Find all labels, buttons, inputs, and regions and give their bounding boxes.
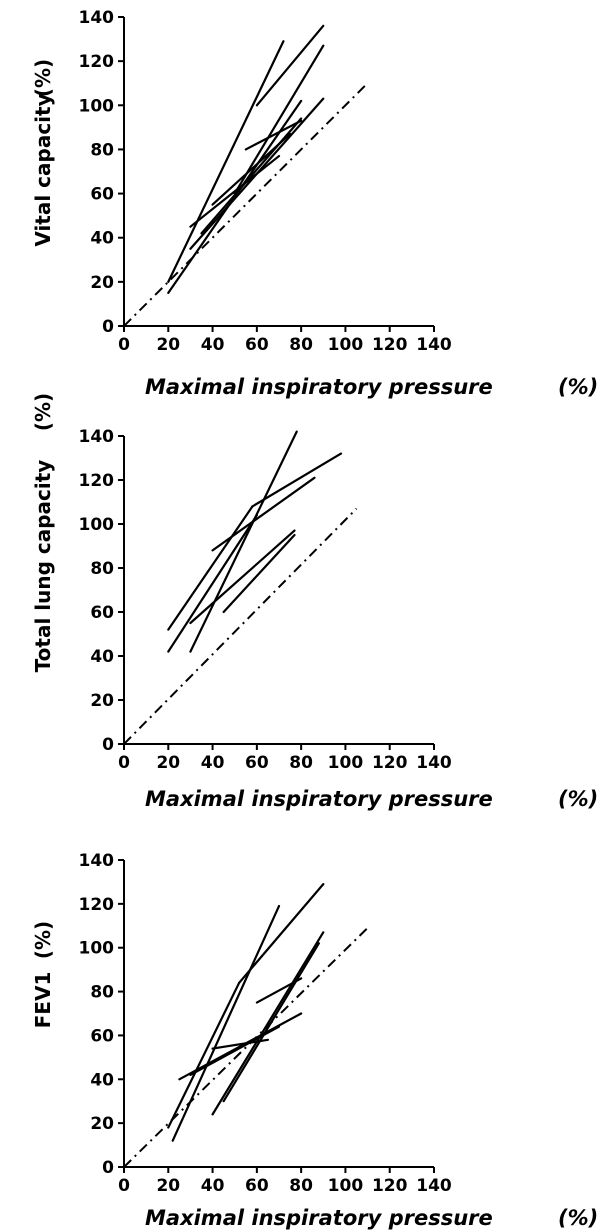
y-tick-label: 0: [102, 735, 114, 755]
x-axis-label: Maximal inspiratory pressure: [145, 375, 493, 399]
y-tick-label: 120: [79, 471, 115, 491]
x-tick-label: 60: [245, 1176, 269, 1196]
y-axis-unit: (%): [31, 921, 55, 959]
y-tick-label: 40: [90, 229, 114, 249]
x-tick-label: 140: [416, 753, 452, 773]
y-tick-label: 20: [90, 691, 114, 711]
x-tick-label: 40: [201, 753, 225, 773]
series-line: [189, 529, 296, 625]
x-axis-unit: (%): [558, 375, 598, 399]
series-line: [167, 99, 303, 294]
series-line: [244, 119, 303, 151]
y-tick-label: 60: [90, 1026, 114, 1046]
series-line: [255, 977, 303, 1004]
x-tick-label: 0: [118, 753, 130, 773]
x-tick-label: 60: [245, 753, 269, 773]
reference-line: [123, 507, 358, 745]
x-tick-label: 20: [156, 335, 180, 355]
x-tick-label: 40: [201, 1176, 225, 1196]
reference-line: [123, 927, 369, 1168]
y-tick-label: 40: [90, 1070, 114, 1090]
series-line: [211, 1038, 270, 1050]
series-line: [233, 44, 325, 195]
x-tick-label: 80: [289, 1176, 313, 1196]
x-tick-label: 20: [156, 1176, 180, 1196]
y-axis-label: Vital capacity: [31, 93, 55, 246]
x-tick-label: 80: [289, 753, 313, 773]
series-line: [222, 533, 296, 614]
x-axis-label: Maximal inspiratory pressure: [145, 1206, 493, 1230]
y-tick-label: 100: [79, 515, 115, 535]
y-tick-label: 80: [90, 983, 114, 1003]
y-tick-label: 80: [90, 559, 114, 579]
x-tick-label: 140: [416, 1176, 452, 1196]
y-axis-label: FEV1: [31, 972, 55, 1029]
series-line: [167, 505, 254, 631]
series-line: [167, 981, 241, 1129]
series-line: [189, 1025, 281, 1077]
x-tick-label: 120: [372, 1176, 408, 1196]
y-tick-label: 20: [90, 273, 114, 293]
x-axis-unit: (%): [558, 1206, 598, 1230]
x-tick-label: 120: [372, 335, 408, 355]
y-tick-label: 80: [90, 140, 114, 160]
y-tick-label: 20: [90, 1114, 114, 1134]
y-tick-label: 120: [79, 52, 115, 72]
x-tick-label: 0: [118, 335, 130, 355]
series-line: [211, 132, 292, 206]
series-line: [167, 514, 258, 653]
y-tick-label: 100: [79, 939, 115, 959]
series-line: [251, 452, 343, 508]
y-tick-label: 0: [102, 317, 114, 337]
series-line: [178, 1012, 303, 1081]
fev1-panel: 0 20 40 60 80 100 120 140 0 20 40 60 80 100 120 140 Maxi…: [31, 851, 598, 1230]
series-line: [167, 40, 285, 283]
y-tick-label: 120: [79, 895, 115, 915]
y-tick-label: 60: [90, 603, 114, 623]
x-tick-label: 100: [328, 753, 364, 773]
series-line: [222, 942, 320, 1103]
series-line: [200, 117, 303, 235]
y-tick-label: 140: [79, 427, 115, 447]
x-tick-label: 120: [372, 753, 408, 773]
y-tick-label: 140: [79, 8, 115, 28]
x-tick-label: 60: [245, 335, 269, 355]
y-tick-label: 100: [79, 96, 115, 116]
y-axis-unit: (%): [31, 393, 55, 431]
x-tick-label: 80: [289, 335, 313, 355]
series-line: [189, 154, 281, 228]
series-line: [171, 904, 281, 1142]
series-line: [211, 476, 316, 552]
x-axis-unit: (%): [558, 787, 598, 811]
y-tick-label: 0: [102, 1158, 114, 1178]
x-tick-label: 40: [201, 335, 225, 355]
series-line: [238, 883, 325, 984]
y-tick-label: 140: [79, 851, 115, 871]
x-axis-label: Maximal inspiratory pressure: [145, 787, 493, 811]
y-axis-label: Total lung capacity: [31, 460, 55, 673]
x-tick-label: 20: [156, 753, 180, 773]
y-tick-label: 60: [90, 185, 114, 205]
y-axis-unit: (%): [31, 59, 55, 97]
vital-capacity-panel: 0 20 40 60 80 100 120 140 0 20 40 60 80 100 120 140 Maxi…: [31, 8, 598, 399]
reference-line: [123, 82, 369, 327]
series-line: [189, 430, 298, 653]
series-line: [255, 24, 325, 107]
x-tick-label: 0: [118, 1176, 130, 1196]
x-tick-label: 100: [328, 335, 364, 355]
x-tick-label: 140: [416, 335, 452, 355]
total-lung-capacity-panel: 0 20 40 60 80 100 120 140 0 20 40 60 80 100 120 140 Maxi…: [31, 393, 598, 811]
series-line: [211, 931, 325, 1116]
y-tick-label: 40: [90, 647, 114, 667]
x-tick-label: 100: [328, 1176, 364, 1196]
